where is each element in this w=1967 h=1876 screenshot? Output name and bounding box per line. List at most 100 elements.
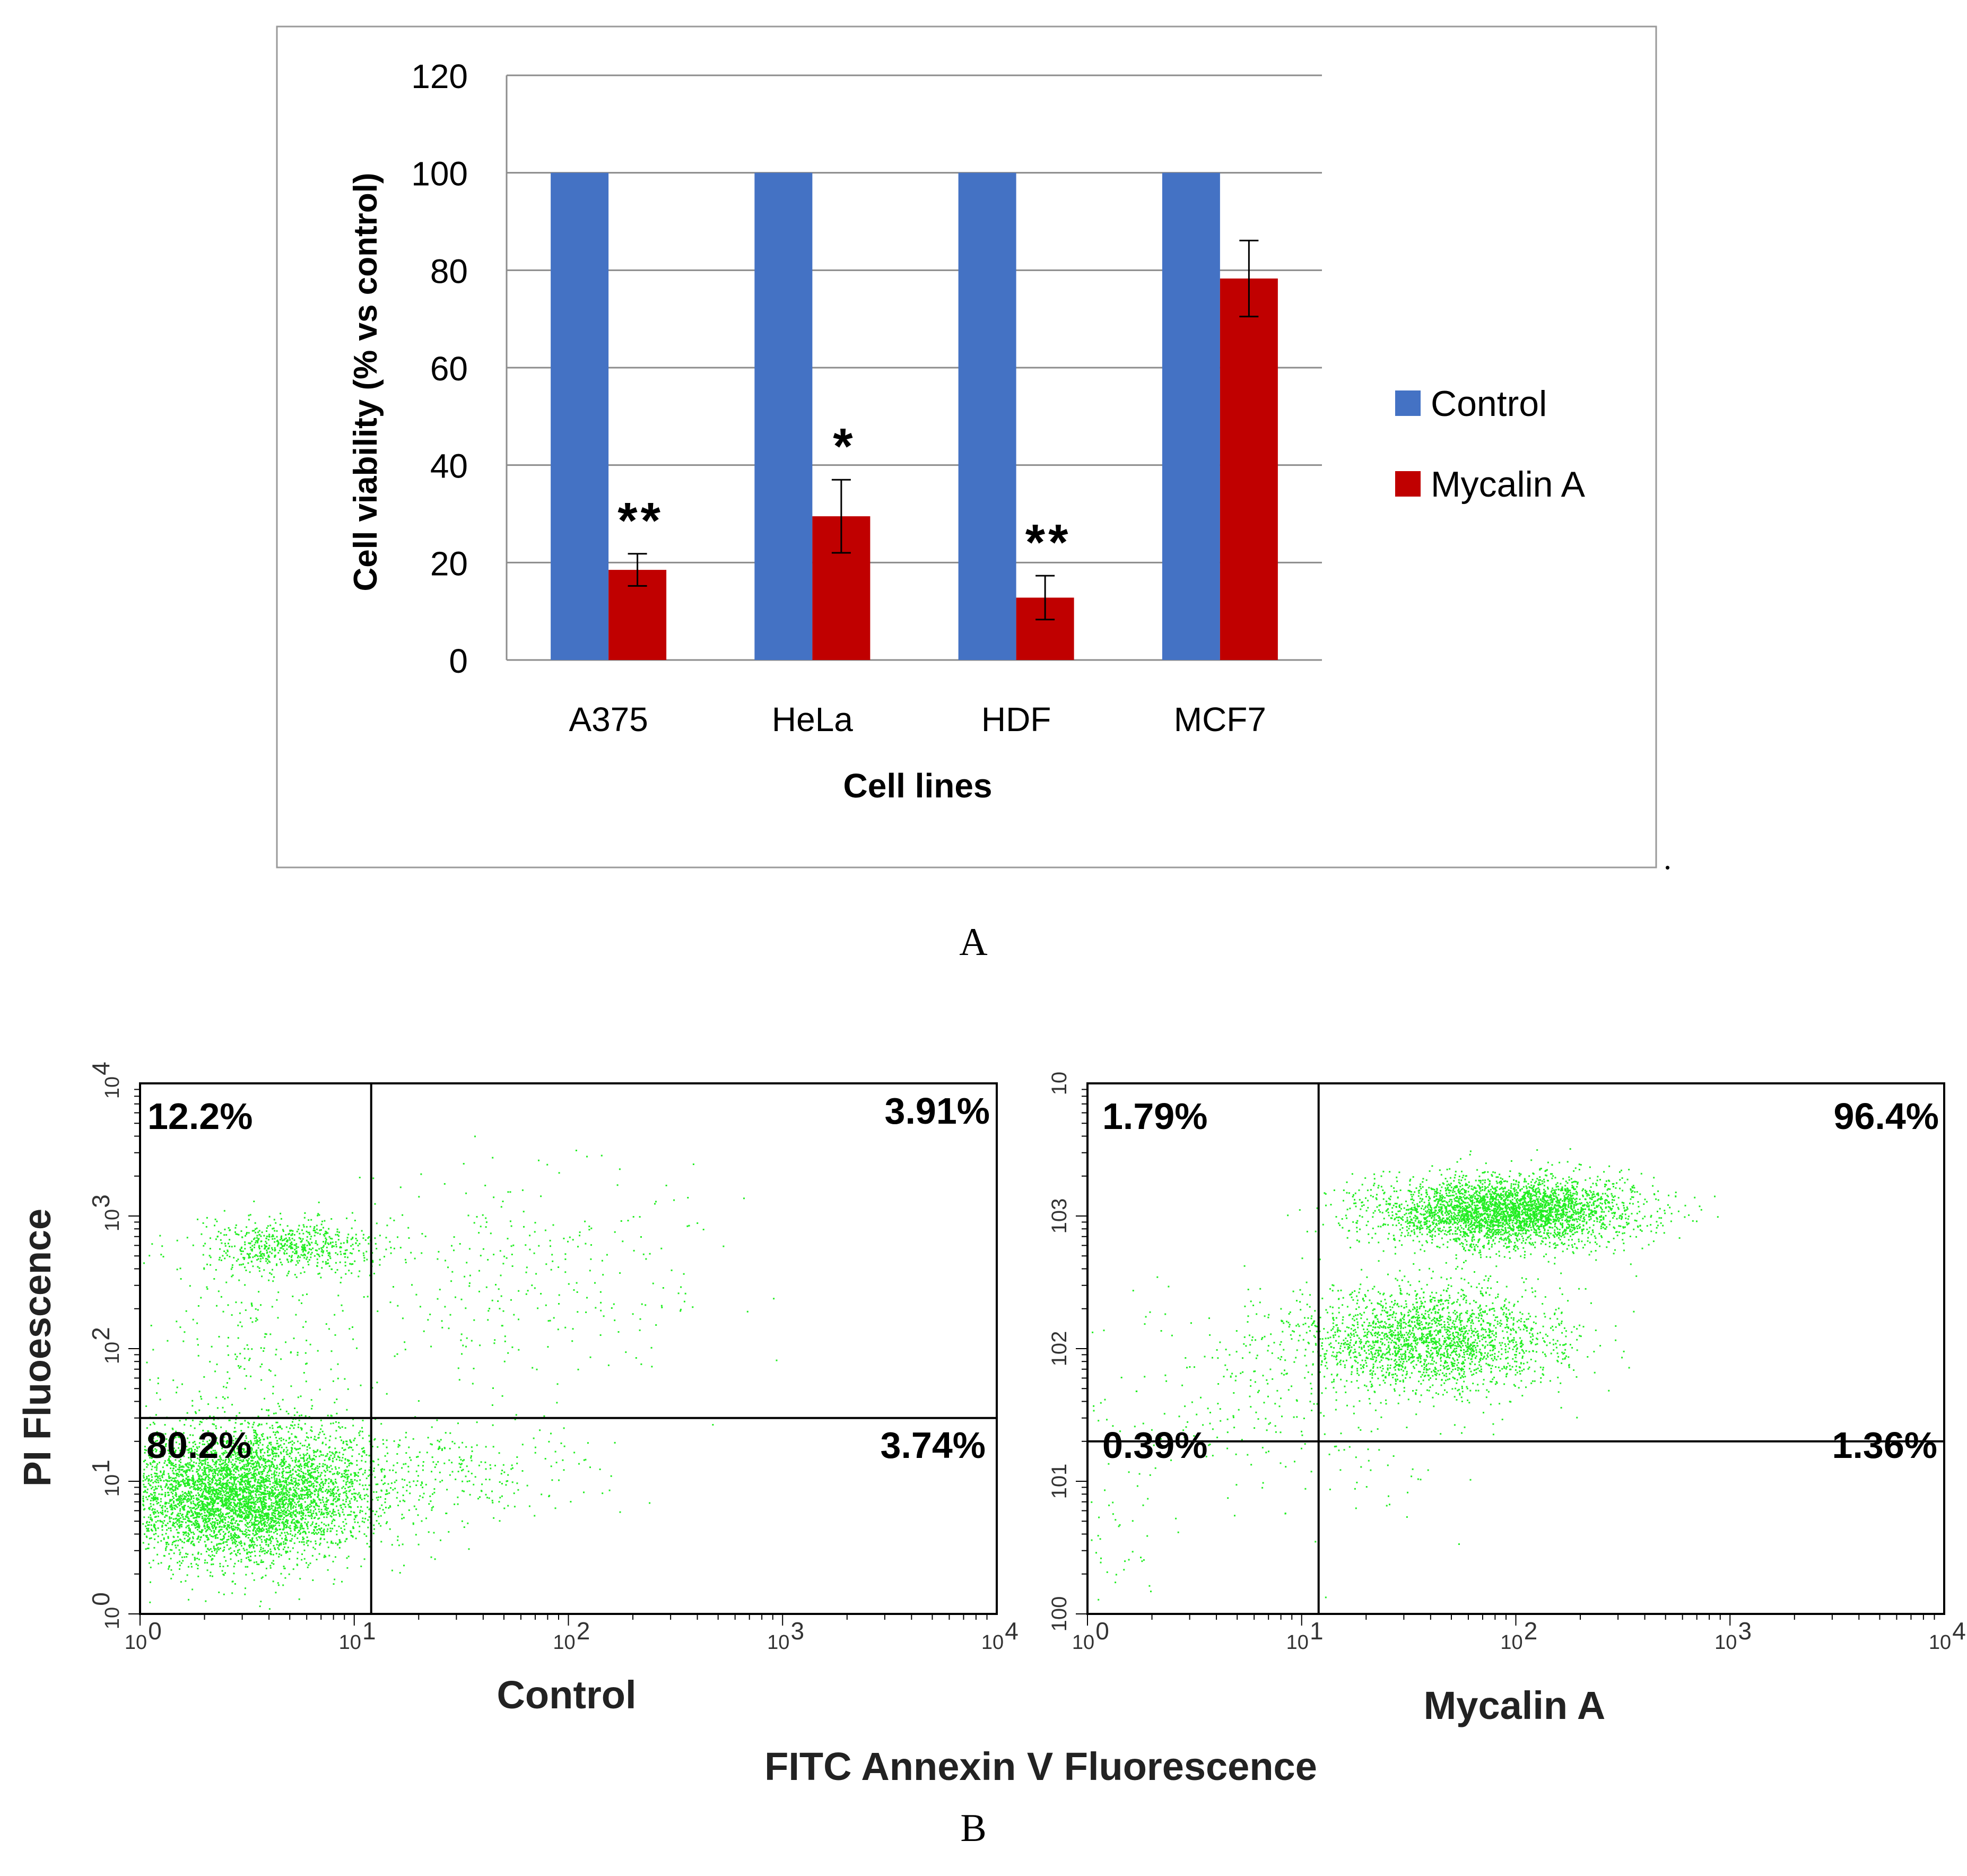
y-tick-label: 104 xyxy=(87,1062,124,1099)
tick-exponent: 1 xyxy=(1310,1617,1324,1645)
tick-exponent: 3 xyxy=(790,1617,804,1645)
x-tick-label: 10 4 xyxy=(1929,1617,1966,1654)
x-tick-label: 10 3 xyxy=(1714,1617,1752,1654)
quadrant-lower-left-label: 0.39% xyxy=(1102,1425,1207,1466)
x-tick-labels: A375 HeLa HDF MCF7 xyxy=(569,700,1266,739)
y-tick-label: 10 xyxy=(1048,1072,1071,1096)
tick-base: 10 xyxy=(553,1631,575,1654)
quadrant-upper-left-label: 12.2% xyxy=(147,1096,253,1137)
tick-text: 101 xyxy=(1048,1464,1071,1499)
y-tick-label: 103 xyxy=(87,1194,124,1231)
flow-x-axis-title: FITC Annexin V Fluorescence xyxy=(764,1744,1317,1788)
quadrant-lower-right-label: 3.74% xyxy=(881,1425,986,1466)
y-tick-label: 100 xyxy=(1048,1596,1071,1632)
panel-b-label: B xyxy=(960,1806,986,1850)
tick-exponent: 0 xyxy=(148,1617,162,1645)
x-tick-label: 10 2 xyxy=(553,1617,590,1654)
x-tick-label: 10 4 xyxy=(981,1617,1019,1654)
legend: Control Mycalin A xyxy=(1395,384,1586,505)
panel-a-label: A xyxy=(959,920,987,964)
tick-base: 10 xyxy=(1286,1631,1309,1654)
tick-base: 10 xyxy=(101,1076,124,1099)
tick-base: 10 xyxy=(767,1631,789,1654)
significance-hela: * xyxy=(833,418,856,475)
tick-base: 10 xyxy=(1929,1631,1951,1654)
tick-text: 10 xyxy=(1048,1072,1071,1096)
x-tick-label: 10 1 xyxy=(1286,1617,1324,1654)
significance-a375: ** xyxy=(617,492,664,549)
flow-y-axis-title: PI Fluoescence xyxy=(16,1209,59,1487)
tick-base: 10 xyxy=(101,1474,124,1497)
tick-exponent: 2 xyxy=(1524,1617,1538,1645)
tick-exponent: 0 xyxy=(87,1592,115,1606)
legend-label-control: Control xyxy=(1431,384,1547,424)
bar-control-mcf7 xyxy=(1162,172,1220,661)
y-axis-title: Cell viability (% vs control) xyxy=(347,173,384,592)
tick-exponent: 3 xyxy=(87,1194,115,1208)
tick-base: 10 xyxy=(1072,1631,1094,1654)
y-tick-label: 120 xyxy=(411,57,468,95)
tick-exponent: 3 xyxy=(1738,1617,1752,1645)
plot-title-mycalin: Mycalin A xyxy=(1424,1683,1606,1727)
quadrant-upper-right-label: 96.4% xyxy=(1834,1096,1939,1137)
quadrant-upper-left-label: 1.79% xyxy=(1102,1096,1207,1137)
x-tick-label-hela: HeLa xyxy=(772,700,853,739)
error-bar-hdf xyxy=(1035,575,1055,621)
y-tick-label: 101 xyxy=(87,1460,124,1497)
tick-exponent: 0 xyxy=(1095,1617,1109,1645)
legend-swatch-control xyxy=(1395,390,1421,416)
x-tick-label: 10 0 xyxy=(125,1617,162,1654)
bar-mycalin-a-mcf7 xyxy=(1220,278,1278,660)
x-tick-label: 10 3 xyxy=(767,1617,804,1654)
y-tick-label: 100 xyxy=(87,1592,124,1629)
y-tick-label: 102 xyxy=(87,1327,124,1364)
error-bar-a375 xyxy=(628,553,647,587)
tick-exponent: 1 xyxy=(362,1617,376,1645)
quadrant-lower-right-label: 1.36% xyxy=(1832,1425,1937,1466)
tick-exponent: 2 xyxy=(87,1327,115,1341)
trailing-period: . xyxy=(1664,841,1672,876)
bar-control-a375 xyxy=(551,172,609,661)
x-tick-label: 10 2 xyxy=(1500,1617,1537,1654)
x-tick-label-mcf7: MCF7 xyxy=(1174,700,1266,739)
tick-exponent: 4 xyxy=(1005,1617,1019,1645)
y-tick-label: 101 xyxy=(1048,1464,1071,1499)
plot-frame xyxy=(1086,1082,1945,1615)
scatter-dots xyxy=(142,1135,778,1610)
tick-base: 10 xyxy=(101,1209,124,1231)
tick-base: 10 xyxy=(101,1607,124,1629)
bar-control-hela xyxy=(754,172,813,661)
tick-base: 10 xyxy=(125,1631,147,1654)
bars xyxy=(551,172,1278,661)
quadrant-lower-left-label: 80.2% xyxy=(146,1425,251,1466)
x-tick-label: 10 1 xyxy=(339,1617,376,1654)
y-tick-label: 60 xyxy=(430,350,468,388)
tick-text: 103 xyxy=(1048,1198,1071,1234)
tick-exponent: 4 xyxy=(87,1062,115,1075)
y-tick-label: 102 xyxy=(1048,1331,1071,1367)
tick-text: 100 xyxy=(1048,1596,1071,1632)
legend-label-mycalin-a: Mycalin A xyxy=(1431,464,1586,505)
y-tick-label: 80 xyxy=(430,252,468,290)
y-axis: 0 20 40 60 80 100 120 xyxy=(411,57,1322,680)
tick-base: 10 xyxy=(981,1631,1004,1654)
quadrant-upper-right-label: 3.91% xyxy=(885,1090,990,1132)
tick-text: 102 xyxy=(1048,1331,1071,1367)
tick-exponent: 2 xyxy=(577,1617,590,1645)
y-tick-label: 103 xyxy=(1048,1198,1071,1234)
tick-base: 10 xyxy=(339,1631,361,1654)
y-tick-label: 0 xyxy=(449,642,468,680)
x-tick-label-hdf: HDF xyxy=(981,700,1051,739)
error-bar-hela xyxy=(831,479,851,554)
significance-markers: ***** xyxy=(617,418,1068,571)
x-axis-title: Cell lines xyxy=(843,767,993,805)
error-bars xyxy=(628,239,1259,621)
tick-base: 10 xyxy=(101,1342,124,1364)
